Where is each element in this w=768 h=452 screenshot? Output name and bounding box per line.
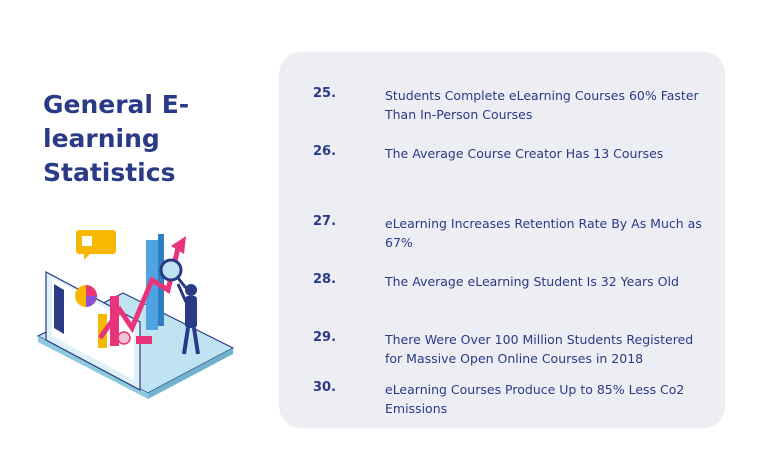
stat-number: 29. [313, 330, 337, 345]
stat-number: 27. [313, 214, 337, 229]
stat-number: 30. [313, 380, 337, 395]
stat-text: eLearning Increases Retention Rate By As… [385, 216, 702, 250]
statistics-panel: 25. Students Complete eLearning Courses … [279, 52, 725, 428]
stat-text: eLearning Courses Produce Up to 85% Less… [385, 382, 685, 416]
stat-number: 25. [313, 86, 337, 101]
stat-text: The Average Course Creator Has 13 Course… [385, 146, 664, 161]
stat-number: 28. [313, 272, 337, 287]
stat-number: 26. [313, 144, 337, 159]
page-title: General E-learning Statistics [43, 90, 190, 187]
stat-text: There Were Over 100 Million Students Reg… [385, 332, 694, 366]
stat-text: The Average eLearning Student Is 32 Year… [385, 274, 679, 289]
elearning-illustration [36, 230, 235, 399]
stat-text: Students Complete eLearning Courses 60% … [385, 88, 699, 122]
